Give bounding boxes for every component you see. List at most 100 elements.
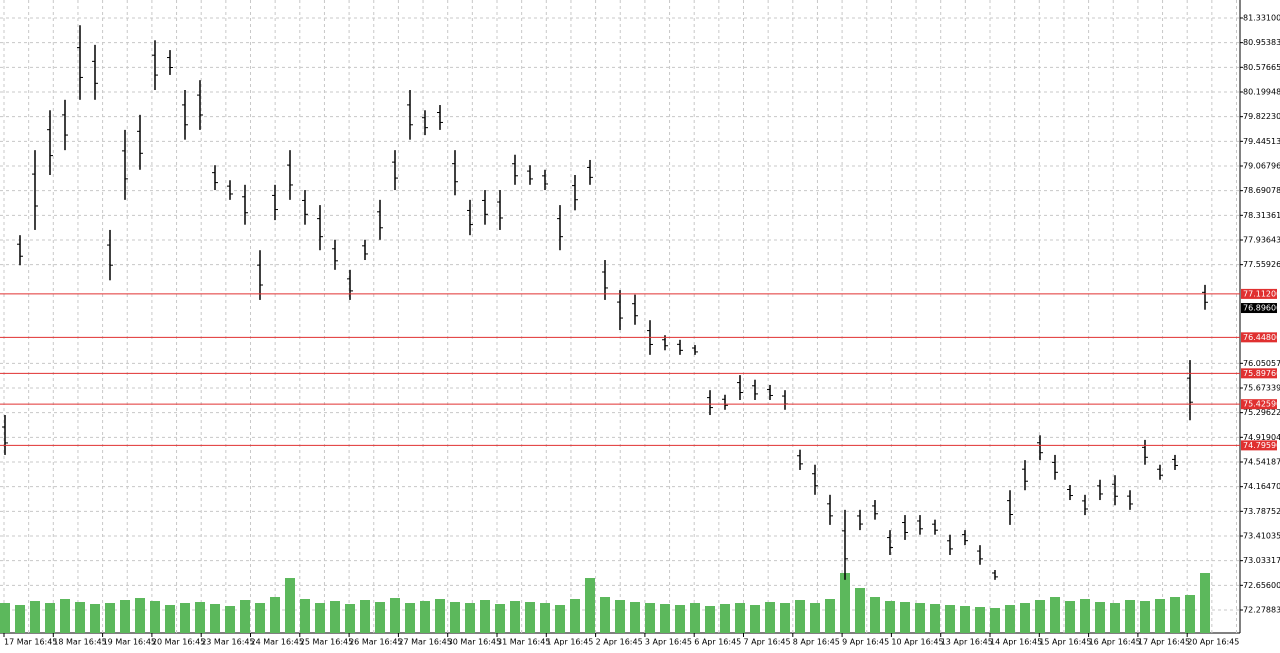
volume-bar bbox=[570, 599, 580, 633]
x-tick-label: 30 Mar 16:45 bbox=[448, 638, 501, 647]
current-price-label: 76.89600 bbox=[1243, 304, 1280, 313]
x-tick-label: 24 Mar 16:45 bbox=[251, 638, 304, 647]
volume-bar bbox=[720, 604, 730, 633]
volume-bar bbox=[750, 605, 760, 633]
y-tick-label: 74.54187 bbox=[1243, 457, 1280, 466]
x-tick-label: 8 Apr 16:45 bbox=[793, 638, 840, 647]
y-tick-label: 74.91904 bbox=[1243, 433, 1280, 442]
volume-bar bbox=[540, 603, 550, 633]
x-tick-label: 20 Mar 16:45 bbox=[152, 638, 205, 647]
volume-bar bbox=[435, 599, 445, 633]
x-tick-label: 20 Apr 16:45 bbox=[1187, 638, 1239, 647]
y-tick-label: 77.55926 bbox=[1243, 260, 1280, 269]
volume-bar bbox=[225, 606, 235, 633]
volume-bar bbox=[270, 597, 280, 633]
y-tick-label: 80.57665 bbox=[1243, 63, 1280, 72]
volume-bar bbox=[330, 601, 340, 633]
volume-bar bbox=[1095, 602, 1105, 633]
y-tick-label: 75.29622 bbox=[1243, 408, 1280, 417]
volume-bar bbox=[660, 604, 670, 633]
volume-bar bbox=[390, 598, 400, 633]
y-tick-label: 73.03317 bbox=[1243, 556, 1280, 565]
x-tick-label: 6 Apr 16:45 bbox=[694, 638, 741, 647]
volume-bar bbox=[765, 602, 775, 633]
volume-bar bbox=[645, 603, 655, 633]
y-tick-label: 80.95383 bbox=[1243, 38, 1280, 47]
x-tick-label: 26 Mar 16:45 bbox=[349, 638, 402, 647]
volume-bar bbox=[375, 602, 385, 633]
level-label-bg bbox=[1241, 440, 1277, 451]
volume-bar bbox=[1185, 595, 1195, 633]
level-label-bg bbox=[1241, 399, 1277, 410]
level-label: 77.11200 bbox=[1243, 289, 1280, 298]
volume-bar bbox=[960, 606, 970, 633]
volume-bar bbox=[690, 603, 700, 633]
x-tick-label: 3 Apr 16:45 bbox=[645, 638, 692, 647]
x-tick-label: 18 Mar 16:45 bbox=[53, 638, 106, 647]
volume-bar bbox=[105, 603, 115, 633]
volume-bar bbox=[0, 603, 10, 633]
volume-bar bbox=[345, 604, 355, 633]
volume-bar bbox=[900, 602, 910, 633]
x-tick-label: 15 Apr 16:45 bbox=[1039, 638, 1091, 647]
y-tick-label: 79.44513 bbox=[1243, 137, 1280, 146]
volume-bar bbox=[840, 573, 850, 633]
volume-bar bbox=[90, 604, 100, 633]
volume-bar bbox=[585, 578, 595, 633]
volume-bar bbox=[285, 578, 295, 633]
volume-bar bbox=[630, 602, 640, 633]
volume-bar bbox=[1035, 600, 1045, 633]
x-tick-label: 9 Apr 16:45 bbox=[842, 638, 889, 647]
level-label: 75.89760 bbox=[1243, 369, 1280, 378]
volume-bar bbox=[975, 607, 985, 633]
level-label-bg bbox=[1241, 288, 1277, 299]
y-tick-label: 77.93643 bbox=[1243, 235, 1280, 244]
volume-bar bbox=[705, 606, 715, 633]
volume-bar bbox=[165, 605, 175, 633]
y-tick-label: 80.19948 bbox=[1243, 87, 1280, 96]
y-tick-label: 72.65600 bbox=[1243, 581, 1280, 590]
y-tick-label: 78.69078 bbox=[1243, 186, 1280, 195]
volume-bar bbox=[420, 601, 430, 633]
volume-bar bbox=[600, 597, 610, 633]
x-tick-label: 23 Mar 16:45 bbox=[201, 638, 254, 647]
current-price-bg bbox=[1241, 303, 1277, 314]
volume-bar bbox=[15, 605, 25, 633]
x-tick-label: 19 Mar 16:45 bbox=[103, 638, 156, 647]
y-tick-label: 75.67339 bbox=[1243, 383, 1280, 392]
volume-bar bbox=[780, 603, 790, 633]
x-tick-label: 7 Apr 16:45 bbox=[744, 638, 791, 647]
volume-bar bbox=[405, 603, 415, 633]
volume-bar bbox=[195, 602, 205, 633]
volume-bar bbox=[180, 603, 190, 633]
level-label-bg bbox=[1241, 368, 1277, 379]
y-tick-label: 73.41035 bbox=[1243, 531, 1280, 540]
volume-bar bbox=[465, 603, 475, 633]
volume-bar bbox=[1065, 601, 1075, 633]
y-tick-label: 79.82230 bbox=[1243, 112, 1280, 121]
volume-bar bbox=[480, 600, 490, 633]
x-tick-label: 31 Mar 16:45 bbox=[497, 638, 550, 647]
volume-bar bbox=[1005, 605, 1015, 633]
volume-bar bbox=[510, 601, 520, 633]
x-tick-label: 17 Apr 16:45 bbox=[1138, 638, 1190, 647]
volume-bar bbox=[1140, 601, 1150, 633]
volume-bar bbox=[945, 605, 955, 633]
volume-bar bbox=[300, 599, 310, 633]
volume-bar bbox=[315, 603, 325, 633]
level-label: 75.42590 bbox=[1243, 400, 1280, 409]
volume-bar bbox=[855, 588, 865, 633]
y-tick-label: 72.27883 bbox=[1243, 605, 1280, 614]
volume-bar bbox=[615, 600, 625, 633]
volume-bar bbox=[1020, 603, 1030, 633]
y-tick-label: 74.16470 bbox=[1243, 482, 1280, 491]
level-label-bg bbox=[1241, 332, 1277, 343]
y-tick-label: 79.06796 bbox=[1243, 161, 1280, 170]
volume-bar bbox=[825, 599, 835, 633]
level-label: 76.44800 bbox=[1243, 333, 1280, 342]
volume-bar bbox=[1170, 597, 1180, 633]
x-tick-label: 27 Mar 16:45 bbox=[398, 638, 451, 647]
y-tick-label: 78.31361 bbox=[1243, 211, 1280, 220]
